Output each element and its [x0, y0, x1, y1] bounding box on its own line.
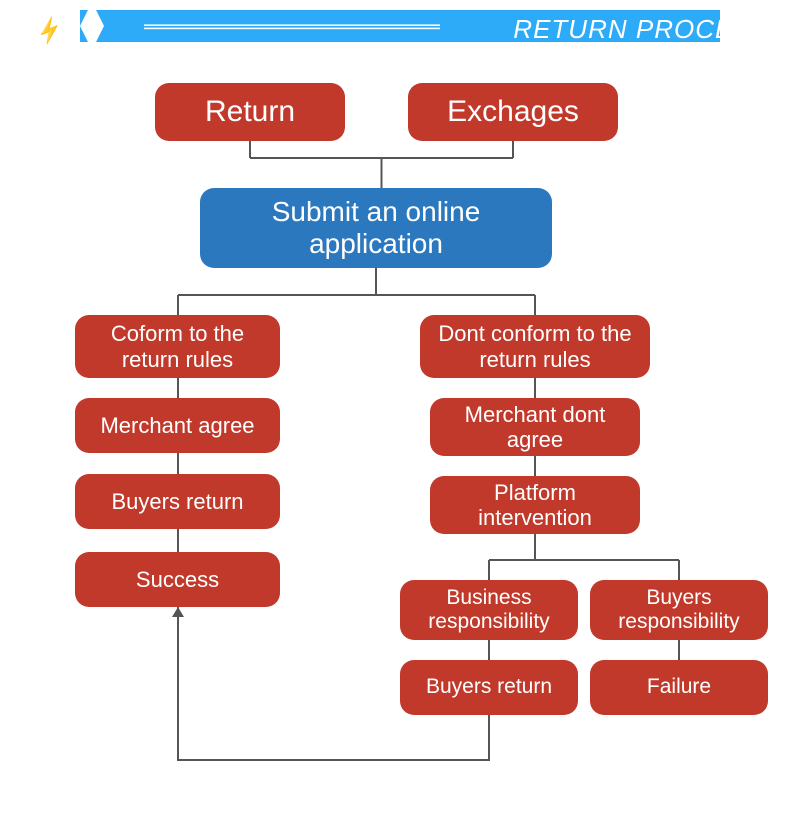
node-platform: Platform intervention: [430, 476, 640, 534]
node-failure: Failure: [590, 660, 768, 715]
node-success: Success: [75, 552, 280, 607]
node-submit: Submit an online application: [200, 188, 552, 268]
node-buy_ret1: Buyers return: [75, 474, 280, 529]
node-buy_resp: Buyers responsibility: [590, 580, 768, 640]
node-buy_ret2: Buyers return: [400, 660, 578, 715]
node-exchanges: Exchages: [408, 83, 618, 141]
node-conform: Coform to the return rules: [75, 315, 280, 378]
header-title: RETURN PROCESS: [513, 14, 770, 45]
node-noconform: Dont conform to the return rules: [420, 315, 650, 378]
node-merch_no: Merchant dont agree: [430, 398, 640, 456]
node-return: Return: [155, 83, 345, 141]
node-merch_ok: Merchant agree: [75, 398, 280, 453]
node-biz_resp: Business responsibility: [400, 580, 578, 640]
